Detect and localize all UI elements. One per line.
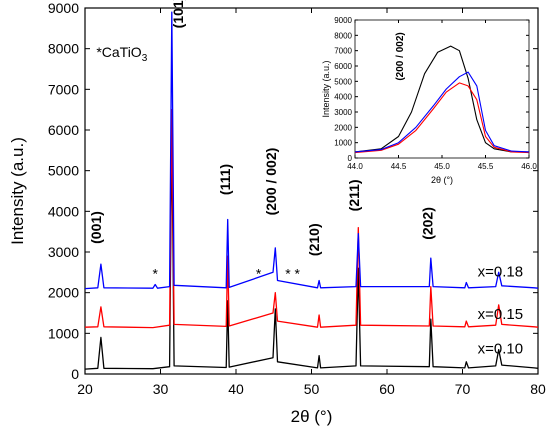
main-x-tick-label: 70 — [455, 381, 471, 397]
main-series-line-2 — [84, 11, 539, 290]
peak-label: (111) — [217, 164, 233, 195]
inset-x-tick-label: 45.0 — [434, 162, 450, 171]
main-y-tick-label: 0 — [71, 366, 79, 382]
main-x-tick-label: 30 — [153, 381, 169, 397]
inset-y-tick-label: 4000 — [334, 93, 352, 102]
inset-y-tick-label: 2000 — [334, 123, 352, 132]
main-x-tick-label: 80 — [530, 381, 546, 397]
main-y-tick-label: 2000 — [48, 285, 79, 301]
catio3-note: *CaTiO3 — [96, 44, 147, 64]
inset-x-tick-label: 45.5 — [478, 162, 494, 171]
inset-y-tick-label: 1000 — [334, 139, 352, 148]
inset-x-axis-title: 2θ (°) — [431, 175, 453, 185]
peak-label: (210) — [306, 223, 322, 256]
main-y-tick-label: 7000 — [48, 81, 79, 97]
inset-x-tick-label: 44.0 — [347, 162, 363, 171]
main-y-tick-label: 3000 — [48, 244, 79, 260]
main-x-axis-title: 2θ (°) — [291, 407, 333, 426]
peak-label: (202) — [419, 207, 435, 240]
inset-y-tick-label: 6000 — [334, 62, 352, 71]
series-label: x=0.10 — [478, 341, 523, 358]
main-y-tick-label: 9000 — [48, 0, 79, 16]
series-label: x=0.18 — [478, 263, 523, 280]
main-y-tick-label: 5000 — [48, 163, 79, 179]
catio3-note-subscript: 3 — [142, 53, 148, 64]
main-y-axis-title: Intensity (a.u.) — [8, 137, 27, 245]
inset-plot-frame — [354, 19, 530, 159]
series-label: x=0.15 — [478, 306, 523, 323]
inset-y-axis-title: Intensity (a.u.) — [321, 60, 331, 117]
inset-series-line-1 — [354, 82, 530, 154]
main-series-line-1 — [84, 109, 539, 329]
main-x-tick-label: 60 — [379, 381, 395, 397]
inset-x-tick-label: 46.0 — [521, 162, 537, 171]
inset-x-tick-label: 44.5 — [391, 162, 407, 171]
inset-peak-label: (200 / 002) — [395, 32, 406, 80]
inset-y-tick-label: 9000 — [334, 16, 352, 25]
inset-y-tick-label: 7000 — [334, 47, 352, 56]
main-y-tick-label: 6000 — [48, 122, 79, 138]
impurity-marker: * — [152, 265, 158, 281]
inset-y-tick-label: 8000 — [334, 31, 352, 40]
impurity-marker: * * — [285, 265, 300, 281]
main-y-tick-label: 4000 — [48, 203, 79, 219]
main-x-tick-label: 20 — [77, 381, 93, 397]
peak-label: (211) — [346, 179, 362, 211]
peak-label: (200 / 002) — [263, 148, 279, 216]
inset-y-tick-label: 0 — [348, 154, 353, 163]
main-x-tick-label: 40 — [228, 381, 244, 397]
main-series-line-0 — [84, 129, 539, 370]
main-y-tick-label: 8000 — [48, 41, 79, 57]
inset-y-tick-label: 3000 — [334, 108, 352, 117]
impurity-marker: * — [256, 265, 262, 281]
peak-label: (101) — [170, 0, 186, 28]
main-y-tick-label: 1000 — [48, 325, 79, 341]
main-x-tick-label: 50 — [304, 381, 320, 397]
inset-series-line-0 — [354, 45, 529, 153]
inset-y-tick-label: 5000 — [334, 77, 352, 86]
peak-label: (001) — [88, 211, 104, 244]
inset-series-line-2 — [354, 71, 530, 153]
catio3-note-text: *CaTiO — [96, 44, 141, 60]
inset-plot: 44.0 44.5 45.0 45.5 46.0 0 1000 2000 3000 4000 500… — [321, 16, 537, 185]
